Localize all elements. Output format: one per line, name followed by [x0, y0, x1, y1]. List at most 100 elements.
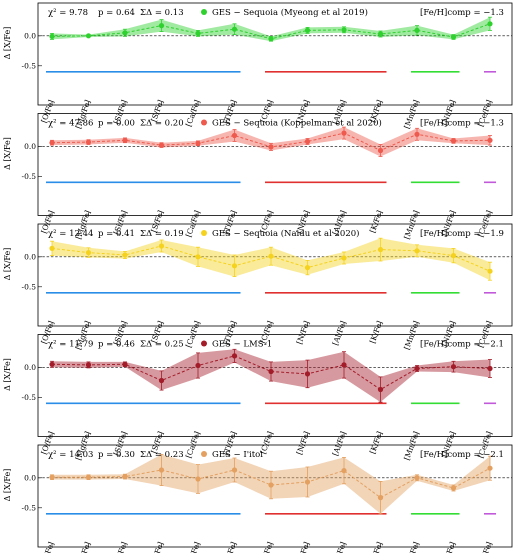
- data-point: [231, 467, 238, 473]
- data-point: [158, 377, 165, 384]
- y-tick-label: -0.5: [22, 172, 37, 181]
- y-axis-label: Δ [X/Fe]: [3, 248, 12, 281]
- data-point: [450, 364, 457, 370]
- data-point: [49, 474, 55, 480]
- x-tick-label: [K/Fe]: [368, 320, 384, 345]
- y-axis-label: Δ [X/Fe]: [3, 27, 12, 60]
- data-point: [487, 137, 493, 143]
- data-point: [377, 31, 384, 37]
- feh-annotation: [Fe/H]comp = −1.3: [420, 119, 504, 129]
- x-tick-label: [Al/Fe]: [331, 430, 348, 457]
- data-point: [341, 130, 347, 136]
- sigma-annotation: ΣΔ = 0.19: [140, 229, 184, 239]
- x-tick-label: [Mn/Fe]: [402, 209, 421, 240]
- y-tick-label: -0.5: [22, 282, 37, 291]
- panel-frame: [37, 2, 513, 106]
- data-point: [85, 33, 92, 39]
- data-point: [268, 144, 274, 150]
- data-point: [487, 21, 493, 27]
- data-point: [268, 253, 274, 259]
- panel-3: -0.50.0Δ [X/Fe][O/Fe] [Mg/Fe] [Si/Fe] [S/Fe…: [3, 223, 513, 351]
- data-point: [450, 485, 457, 491]
- sigma-annotation: ΣΔ = 0.20: [140, 119, 184, 129]
- chi2-annotation: χ² = 47.86: [48, 119, 93, 129]
- p-value-annotation: p = 0.00: [98, 119, 135, 129]
- data-point: [195, 362, 201, 369]
- data-point: [122, 361, 128, 367]
- y-tick-label: 0.0: [24, 31, 36, 40]
- legend-marker: [201, 230, 207, 236]
- chi2-annotation: χ² = 11.79: [48, 340, 93, 350]
- sigma-annotation: ΣΔ = 0.13: [140, 8, 184, 18]
- data-point: [377, 147, 384, 154]
- x-tick-label: [N/Fe]: [295, 430, 312, 456]
- data-point: [49, 245, 55, 251]
- x-tick-label: [Mn/Fe]: [402, 320, 421, 351]
- legend-marker: [201, 119, 207, 126]
- data-point: [49, 140, 55, 146]
- data-point: [85, 250, 92, 256]
- data-point: [341, 468, 347, 474]
- data-point: [341, 27, 347, 33]
- y-tick-label: 0.0: [24, 363, 36, 372]
- p-value-annotation: p = 0.41: [98, 229, 135, 239]
- p-value-annotation: p = 0.46: [98, 340, 135, 350]
- panel-frame: [37, 334, 513, 437]
- data-point: [158, 23, 165, 29]
- x-tick-label: [Al/Fe]: [331, 320, 348, 347]
- data-point: [195, 30, 201, 36]
- feh-annotation: [Fe/H]comp = −2.1: [420, 450, 504, 460]
- chi2-annotation: χ² = 9.78: [48, 8, 88, 18]
- data-point: [487, 465, 493, 471]
- data-point: [158, 467, 165, 473]
- data-point: [268, 36, 274, 42]
- data-point: [85, 474, 92, 480]
- data-point: [450, 34, 457, 40]
- data-point: [158, 243, 165, 249]
- data-point: [414, 475, 420, 481]
- data-point: [377, 247, 384, 253]
- x-tick-label: [K/Fe]: [368, 430, 384, 455]
- data-point: [122, 137, 128, 143]
- data-point: [414, 27, 420, 33]
- data-point: [304, 265, 311, 271]
- p-value-annotation: p = 0.64: [98, 8, 135, 18]
- data-point: [231, 263, 238, 269]
- legend-label: GES − I'itoi: [212, 450, 263, 460]
- panel-frame: [37, 223, 513, 327]
- panel-frame: [37, 444, 513, 548]
- data-point: [231, 353, 238, 359]
- y-tick-label: 0.0: [24, 142, 36, 151]
- sigma-annotation: ΣΔ = 0.23: [140, 450, 184, 460]
- y-tick-label: 0.0: [24, 473, 36, 482]
- data-point: [85, 362, 92, 368]
- data-point: [122, 474, 128, 480]
- data-point: [487, 268, 493, 274]
- uncertainty-band: [52, 127, 490, 157]
- panel-frame: [37, 113, 513, 216]
- data-point: [158, 142, 165, 148]
- chi2-annotation: χ² = 14.03: [48, 450, 93, 460]
- panel-2: -0.50.0Δ [X/Fe][O/Fe] [Mg/Fe] [Si/Fe] [S/Fe…: [3, 113, 513, 240]
- data-point: [268, 482, 274, 488]
- data-point: [341, 255, 347, 261]
- p-value-annotation: p = 0.30: [98, 450, 135, 460]
- data-point: [450, 138, 457, 144]
- data-point: [414, 248, 420, 254]
- data-point: [195, 254, 201, 260]
- legend-marker: [201, 451, 207, 457]
- x-tick-label: [Mn/Fe]: [402, 99, 421, 130]
- data-point: [377, 386, 384, 393]
- legend-marker: [201, 9, 207, 15]
- data-point: [341, 362, 347, 368]
- data-point: [231, 26, 238, 32]
- x-tick-label: [Mn/Fe]: [402, 430, 421, 461]
- sigma-annotation: ΣΔ = 0.25: [140, 340, 184, 350]
- data-point: [304, 27, 311, 33]
- y-axis-label: Δ [X/Fe]: [3, 358, 12, 391]
- data-point: [450, 253, 457, 259]
- legend-label: GES − Sequoia (Koppelman et al 2020): [212, 118, 382, 129]
- data-point: [414, 131, 420, 137]
